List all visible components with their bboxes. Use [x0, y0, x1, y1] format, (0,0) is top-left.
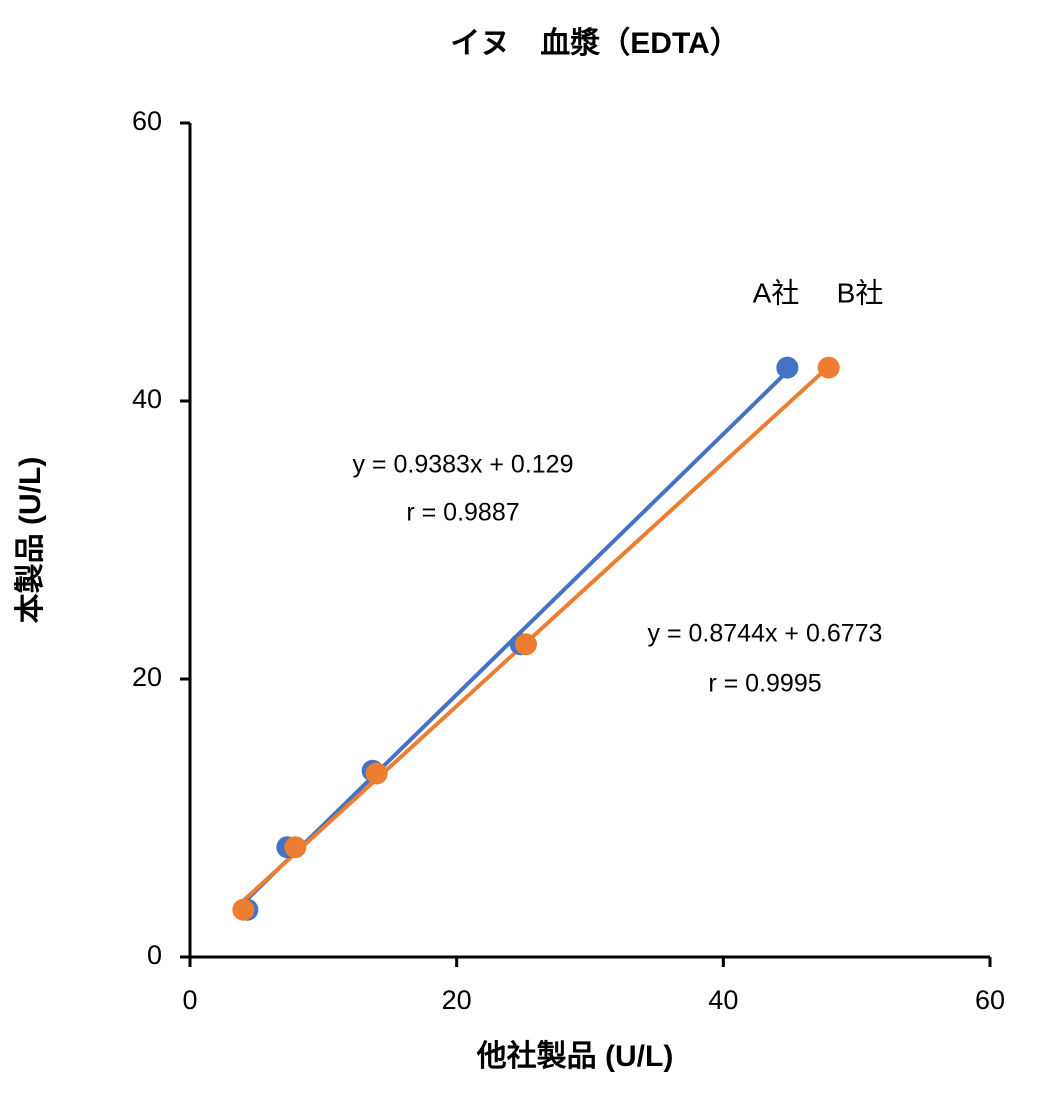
annotation: y = 0.9383x + 0.129 [352, 451, 573, 479]
x-axis-title: 他社製品 (U/L) [476, 1040, 674, 1073]
series-label: B社 [837, 277, 884, 308]
annotation: r = 0.9995 [708, 670, 821, 698]
annotation: r = 0.9887 [406, 499, 519, 527]
chart-title: イヌ 血漿（EDTA） [450, 26, 739, 60]
y-axis-title: 本製品 (U/L) [14, 457, 47, 624]
series-label: A社 [753, 277, 800, 308]
annotation: y = 0.8744x + 0.6773 [648, 620, 883, 648]
point [817, 356, 840, 379]
point [515, 633, 537, 656]
y-tick-label: 0 [147, 940, 162, 970]
point [232, 898, 255, 921]
x-tick-label: 40 [708, 985, 738, 1015]
x-tick-label: 60 [975, 985, 1005, 1015]
point [365, 762, 388, 785]
y-tick-label: 60 [132, 106, 162, 136]
y-tick-label: 20 [132, 662, 162, 692]
trend-line [241, 365, 831, 903]
x-tick-label: 20 [442, 985, 472, 1015]
x-tick-label: 0 [182, 985, 197, 1015]
point [776, 356, 799, 379]
point [284, 836, 307, 859]
y-tick-label: 40 [132, 384, 162, 414]
